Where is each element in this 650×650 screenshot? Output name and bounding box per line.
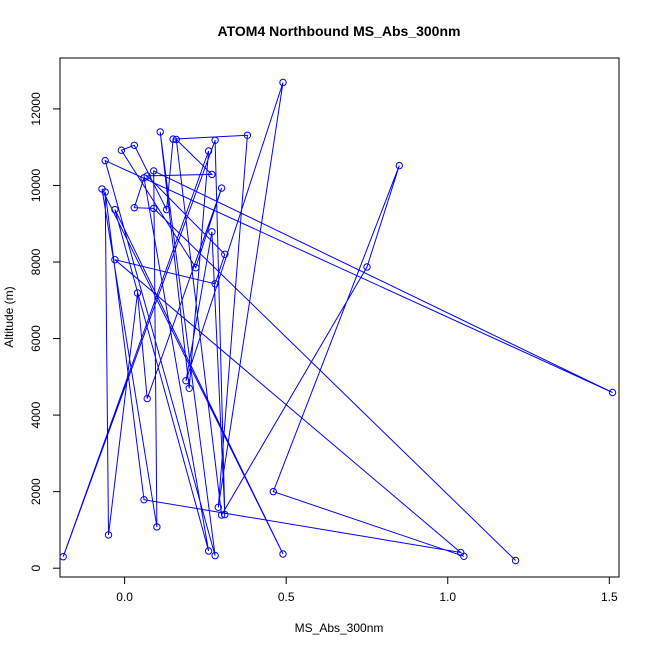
data-point — [214, 503, 223, 511]
data-point — [243, 131, 252, 140]
data-point — [279, 550, 287, 558]
data-point — [143, 394, 151, 403]
x-tick-label: 0.0 — [116, 590, 133, 604]
y-axis-label: Altitude (m) — [2, 286, 16, 347]
data-point — [204, 147, 213, 155]
x-tick-label: 1.0 — [439, 590, 456, 604]
data-point — [101, 188, 109, 196]
data-point — [221, 250, 229, 259]
data-point — [130, 141, 139, 150]
series-line — [62, 82, 613, 561]
x-axis-label: MS_Abs_300nm — [295, 621, 384, 635]
data-point — [395, 161, 403, 170]
data-point — [460, 552, 468, 560]
y-tick-label: 2000 — [29, 478, 43, 505]
data-point — [185, 384, 193, 392]
data-point — [101, 156, 109, 165]
data-point — [211, 551, 219, 560]
y-axis: 0 2000 4000 6000 8000 10000 12000 — [29, 92, 60, 572]
y-tick-label: 0 — [29, 565, 43, 572]
plot-area — [59, 78, 617, 565]
x-axis: 0.0 0.5 1.0 1.5 — [116, 577, 618, 604]
data-point — [608, 388, 617, 397]
data-point — [217, 511, 226, 519]
data-point — [208, 228, 216, 236]
data-point — [182, 377, 190, 385]
data-point — [221, 510, 229, 519]
data-point — [143, 172, 151, 180]
data-point — [111, 256, 119, 264]
data-point — [156, 128, 164, 136]
y-tick-label: 10000 — [29, 168, 43, 202]
data-point — [130, 204, 139, 212]
data-point — [208, 170, 216, 179]
data-point — [153, 523, 161, 531]
plot-frame — [59, 57, 620, 578]
data-point — [59, 553, 67, 561]
y-tick-label: 6000 — [29, 325, 43, 352]
data-point — [172, 135, 181, 144]
data-point — [111, 205, 119, 214]
data-point — [511, 556, 520, 565]
x-tick-label: 0.5 — [278, 590, 295, 604]
data-point — [104, 531, 113, 539]
data-point — [204, 547, 213, 555]
y-tick-label: 8000 — [29, 248, 43, 275]
data-point — [117, 146, 126, 154]
data-point — [162, 205, 171, 214]
data-point — [150, 204, 158, 213]
data-point — [169, 135, 177, 143]
data-point — [279, 78, 287, 87]
chart-title: ATOM4 Northbound MS_Abs_300nm — [218, 23, 461, 39]
data-point — [211, 280, 219, 288]
data-point — [140, 496, 148, 504]
data-point — [363, 263, 371, 271]
data-point — [269, 487, 277, 496]
data-point — [150, 167, 158, 175]
y-tick-label: 4000 — [29, 401, 43, 428]
data-point — [192, 264, 200, 272]
x-tick-label: 1.5 — [601, 590, 618, 604]
y-tick-label: 12000 — [29, 92, 43, 126]
data-point — [211, 136, 219, 145]
data-point — [217, 184, 226, 192]
data-point — [133, 289, 142, 297]
